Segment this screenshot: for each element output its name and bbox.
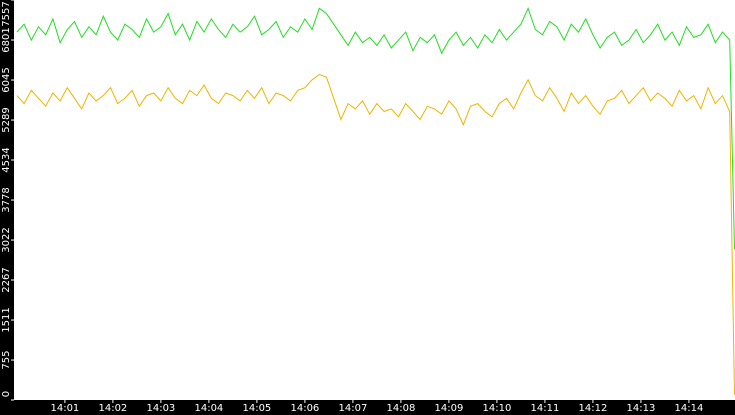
- y-tick-label: 3778: [1, 187, 12, 212]
- y-tick-label: 4534: [1, 147, 12, 172]
- x-tick-label: 14:13: [627, 403, 656, 414]
- x-tick-label: 14:11: [530, 403, 559, 414]
- x-tick-label: 14:02: [98, 403, 127, 414]
- y-tick-label: 755: [1, 350, 12, 369]
- x-tick-label: 14:01: [50, 403, 79, 414]
- x-tick-label: 14:14: [675, 403, 704, 414]
- x-tick-label: 14:10: [482, 403, 511, 414]
- x-tick-label: 14:08: [386, 403, 415, 414]
- y-tick-label: 1511: [1, 307, 12, 332]
- x-tick-label: 14:04: [194, 403, 223, 414]
- y-tick-label: 6801: [1, 27, 12, 52]
- y-tick-label: 5289: [1, 107, 12, 132]
- x-tick-label: 14:12: [578, 403, 607, 414]
- series-line: [16, 6, 735, 250]
- x-tick-label: 14:06: [290, 403, 319, 414]
- y-tick-label: 0: [1, 391, 12, 397]
- x-tick-label: 14:07: [338, 403, 367, 414]
- y-tick-label: 7557: [1, 1, 12, 26]
- x-axis-strip: [0, 400, 735, 415]
- y-tick-label: 6045: [1, 67, 12, 92]
- y-tick-label: 3022: [1, 227, 12, 252]
- y-tick-label: 2267: [1, 267, 12, 292]
- x-tick-label: 14:03: [146, 403, 175, 414]
- x-tick-label: 14:09: [434, 403, 463, 414]
- series-line: [16, 73, 735, 395]
- y-axis-strip: [0, 0, 14, 415]
- x-tick-label: 14:05: [242, 403, 271, 414]
